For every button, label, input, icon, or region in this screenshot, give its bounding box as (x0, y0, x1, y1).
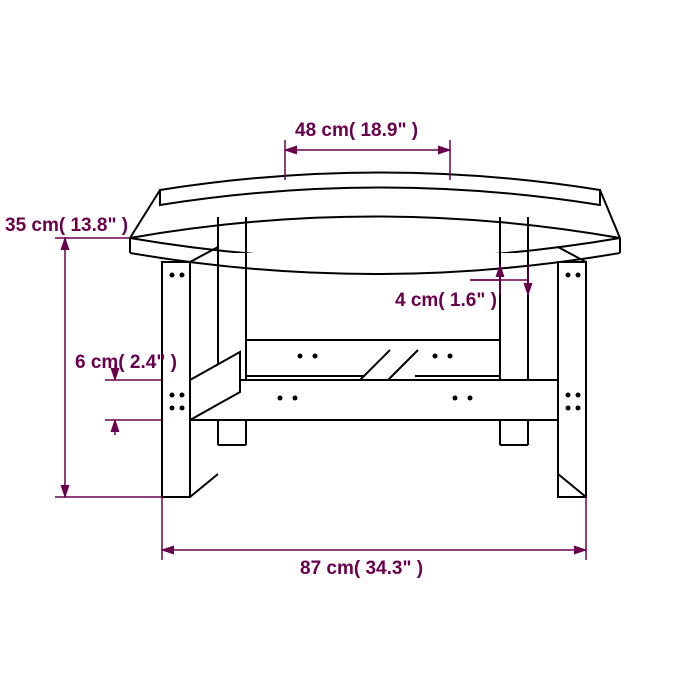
technical-drawing (0, 0, 700, 700)
dim-depth-label: 48 cm( 18.9" ) (295, 120, 418, 142)
table-top (130, 173, 620, 275)
dim-height-label: 35 cm( 13.8" ) (5, 215, 60, 237)
dim-width-label: 87 cm( 34.3" ) (300, 558, 423, 580)
dim-rail-height-label: 6 cm( 2.4" ) (75, 352, 130, 374)
dim-leg-width-label: 4 cm( 1.6" ) (395, 290, 497, 312)
dimension-lines (55, 140, 586, 560)
